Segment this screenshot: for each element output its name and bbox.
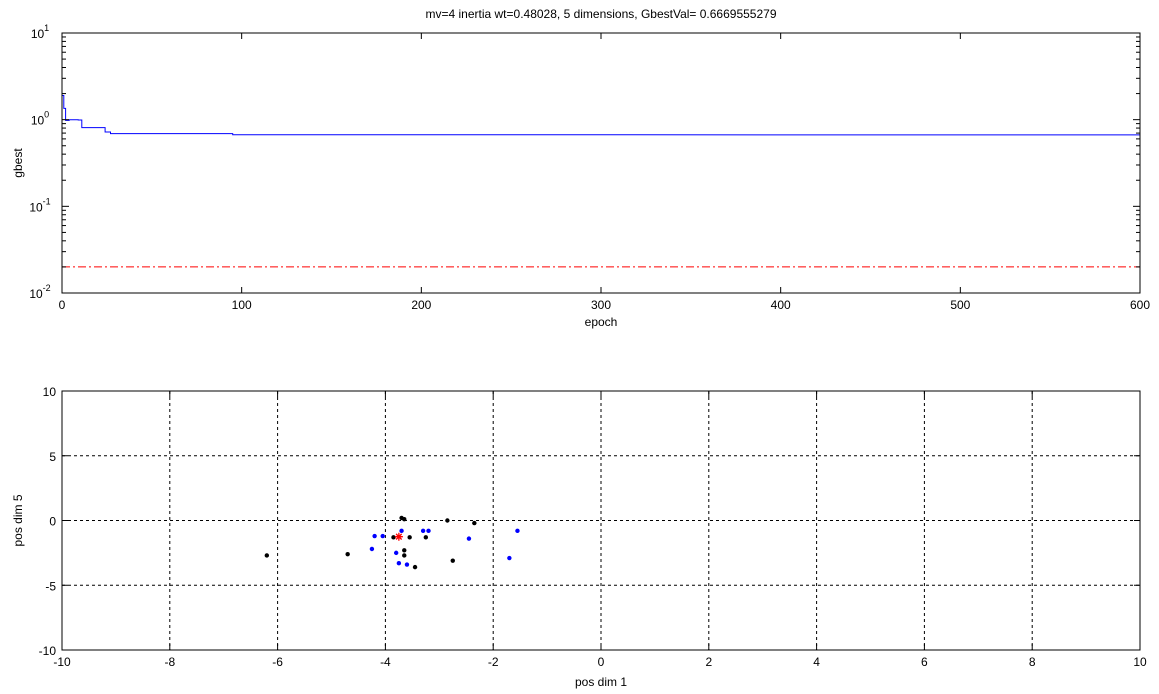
y-tick-base: 10 — [29, 200, 43, 214]
gbest-plot: mv=4 inertia wt=0.48028, 5 dimensions, G… — [11, 7, 1150, 329]
particle-point-blue — [426, 528, 431, 534]
y-tick-base: 10 — [29, 287, 43, 301]
x-tick-label: 500 — [950, 298, 970, 312]
x-tick-label: -10 — [53, 655, 71, 669]
x-tick-label: 0 — [59, 298, 66, 312]
x-tick-label: -2 — [488, 655, 499, 669]
particle-point-blue — [393, 550, 399, 556]
x-tick-label: 10 — [1133, 655, 1147, 669]
x-tick-label: 400 — [771, 298, 791, 312]
gbest-plot-ylabel: gbest — [11, 148, 25, 178]
x-tick-label: 600 — [1130, 298, 1150, 312]
y-tick-label: 10-1 — [29, 196, 50, 214]
particle-point-black — [264, 553, 270, 558]
position-plot: pos dim 1 pos dim 5 -10 -8 -6 -4 -2 0 2 4 6 8 10 -1… — [11, 385, 1147, 689]
particle-point-blue — [372, 533, 377, 539]
x-tick-label: 0 — [598, 655, 605, 669]
gbest-plot-xlabel: epoch — [585, 315, 618, 329]
gbest-line — [62, 95, 1141, 136]
x-tick-label: 4 — [813, 655, 820, 669]
gbest-plot-frame — [61, 32, 1141, 294]
y-tick-exponent: 1 — [44, 23, 49, 33]
y-tick-label: 5 — [49, 450, 56, 464]
y-tick-label: 100 — [31, 110, 49, 128]
y-tick-label: -10 — [39, 644, 57, 658]
particle-point-black — [402, 517, 407, 522]
x-tick-label: 6 — [921, 655, 928, 669]
particle-point-blue — [399, 528, 404, 534]
particle-point-blue — [404, 562, 410, 567]
position-plot-ylabel: pos dim 5 — [11, 494, 25, 546]
particle-point-black — [412, 564, 418, 570]
y-tick-exponent: -1 — [43, 196, 51, 206]
particle-point-blue — [466, 536, 472, 541]
particle-point-blue — [369, 546, 375, 552]
particle-point-black — [402, 553, 407, 558]
particle-point-black — [407, 535, 412, 540]
x-tick-label: 100 — [232, 298, 252, 312]
particle-point-black — [402, 548, 407, 553]
x-tick-label: 8 — [1029, 655, 1036, 669]
x-tick-label: -8 — [164, 655, 175, 669]
y-tick-label: 10 — [43, 385, 57, 399]
particle-point-black — [345, 551, 350, 557]
y-tick-label: 10-2 — [29, 283, 50, 301]
y-tick-exponent: -2 — [43, 283, 51, 293]
x-tick-label: -6 — [272, 655, 283, 669]
gbest-plot-title: mv=4 inertia wt=0.48028, 5 dimensions, G… — [425, 7, 776, 21]
particle-point-blue — [515, 528, 520, 534]
x-tick-label: -4 — [380, 655, 391, 669]
x-tick-label: 2 — [705, 655, 712, 669]
particle-point-blue — [420, 528, 426, 534]
particle-point-blue — [380, 533, 385, 539]
gbest-star-marker — [394, 532, 403, 541]
position-plot-xlabel: pos dim 1 — [575, 675, 627, 689]
particle-point-black — [450, 558, 455, 563]
y-tick-label: 0 — [49, 515, 56, 529]
particle-point-black — [391, 535, 396, 540]
particle-point-blue — [507, 555, 512, 561]
particle-point-blue — [396, 561, 402, 566]
position-plot-frame — [61, 390, 1141, 651]
x-tick-label: 200 — [411, 298, 431, 312]
particle-point-black — [445, 518, 450, 523]
particle-point-black — [472, 520, 477, 526]
y-tick-label: 101 — [31, 23, 49, 41]
y-tick-label: -5 — [45, 579, 56, 593]
y-tick-exponent: 0 — [44, 110, 49, 120]
y-tick-base: 10 — [31, 114, 45, 128]
particle-point-black — [423, 535, 429, 540]
x-tick-label: 300 — [591, 298, 611, 312]
y-tick-base: 10 — [31, 27, 45, 41]
